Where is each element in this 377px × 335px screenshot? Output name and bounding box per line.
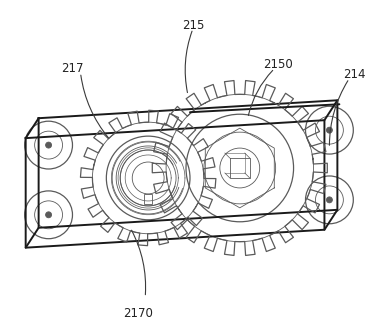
Bar [144,194,152,204]
Text: 215: 215 [182,19,204,31]
Text: 2170: 2170 [123,308,153,320]
Circle shape [326,127,333,133]
Text: 214: 214 [343,68,366,81]
Circle shape [326,197,333,203]
Circle shape [46,212,52,218]
Circle shape [46,142,52,148]
Text: 2150: 2150 [263,58,293,71]
Text: 217: 217 [61,62,84,75]
